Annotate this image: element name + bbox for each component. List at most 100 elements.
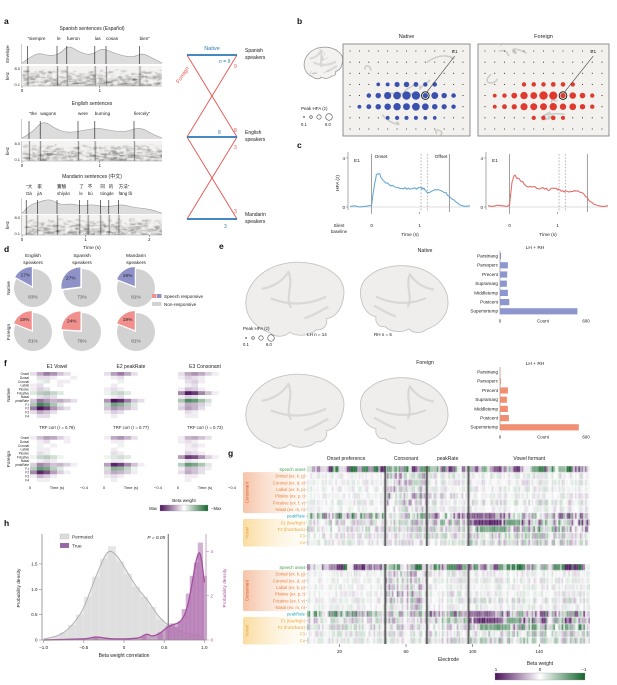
electrode-dot [402, 91, 411, 100]
e1-label: E1 [590, 49, 596, 55]
trf-cell [110, 478, 118, 483]
trf-cell [205, 383, 212, 388]
g-row-label: Speech onset [279, 467, 305, 472]
trf-cell [110, 462, 118, 467]
trf-cell [124, 375, 132, 380]
pie-slice-responsive [117, 267, 135, 287]
trf-cell [104, 398, 111, 403]
trf-cell [151, 436, 159, 440]
trf-xtick: 0 [103, 485, 106, 490]
trf-cell [104, 395, 111, 399]
trf-cell [205, 474, 212, 479]
electrode-dot-inactive [581, 72, 584, 74]
electrode-dot-inactive [533, 50, 535, 52]
trf-cell [57, 375, 64, 380]
g-row-label: Nasal (ex. m, n) [275, 605, 305, 610]
sulcus [486, 73, 499, 84]
electrode-dot [459, 309, 460, 310]
electrode-dot [279, 336, 281, 338]
electrode-dot [221, 324, 223, 326]
trf-cell [104, 391, 111, 396]
sulcus [381, 114, 400, 126]
trf-cell [218, 391, 226, 396]
trf-cell [191, 391, 199, 396]
electrode-dot [243, 417, 244, 418]
trf-cell [104, 447, 111, 452]
trf-cell [63, 466, 71, 471]
word-label: cosas [106, 36, 119, 41]
electrode-dot-inactive [494, 72, 496, 74]
legend-min: 0.1 [301, 122, 307, 127]
trf-cell [225, 414, 233, 419]
g [484, 44, 603, 130]
panel-g: Onset preference Consonant peakRate Vowel f… [243, 456, 587, 681]
word-label: “大 [26, 183, 33, 190]
trf-cell [205, 459, 212, 463]
legend-permuted: Permuted [72, 535, 93, 541]
electrode-dot [385, 115, 390, 120]
trf-corr: TRF corr (r = 0.78) [39, 425, 75, 430]
trf-cell [137, 459, 145, 463]
trf-cell [70, 375, 78, 380]
path [245, 261, 345, 337]
trf-cell [184, 470, 192, 475]
electrode-dot [492, 93, 497, 98]
trf-cell [218, 414, 226, 419]
trf-cell [63, 372, 71, 376]
trf-cell [198, 447, 206, 452]
electrode-dot [242, 415, 245, 418]
legend-size-dot [325, 113, 333, 121]
trf-cell [70, 410, 78, 415]
trf-cell [104, 466, 111, 471]
electrode-dot-inactive [572, 61, 574, 63]
trf-cell [77, 443, 85, 448]
trf-cell [104, 436, 111, 440]
electrode-dot [397, 339, 398, 340]
trf-row-label: Plosive [19, 451, 30, 455]
trf-cell [178, 455, 185, 460]
trf-cell [63, 398, 71, 403]
xtick: 0 [21, 237, 24, 242]
electrode-dot [375, 92, 382, 99]
bar-category: Middletemp [474, 290, 498, 295]
trf-cell [124, 398, 132, 403]
trf-cell [144, 391, 152, 396]
electrode-dot [347, 409, 349, 411]
colorbar-title: Beta weight [527, 661, 554, 667]
electrode-dot [539, 91, 548, 100]
trf-cell [104, 375, 111, 380]
trf-cell [178, 387, 185, 392]
trf-cell [137, 387, 145, 392]
bar [500, 308, 578, 315]
trf-cell [50, 391, 58, 396]
panel-b: Native E1 Foreign E1 Peak HFA (z) 0.1 6.0 [301, 34, 610, 137]
electrode-dot [579, 92, 586, 99]
trf-cell [198, 459, 206, 463]
trf-cell [110, 398, 118, 403]
pie-pct-responsive: 17% [21, 273, 31, 279]
electrode-dot [415, 374, 417, 376]
trf-cell [137, 474, 145, 479]
electrode-dot [376, 82, 381, 87]
sulcus [373, 305, 397, 318]
trf-cell [124, 383, 132, 388]
electrode-dot-inactive [377, 117, 379, 119]
group-label-vowel: Vowel [245, 527, 250, 539]
sulcus [409, 274, 435, 291]
trf-cell [178, 406, 185, 411]
trf-cell [43, 372, 51, 376]
electrode-dot-inactive [601, 128, 603, 130]
trf-cell [63, 379, 71, 384]
trf-cell [225, 470, 233, 475]
pie-col-title: Spanish [73, 253, 91, 259]
trf-cell [117, 410, 125, 415]
electrode-dot-inactive [415, 72, 417, 74]
trf-cell [218, 462, 226, 467]
trf-cell [178, 372, 185, 376]
trf-title: E2 peakRate [117, 364, 146, 370]
colorbar-tick: −1 [581, 667, 587, 672]
bar-xtick: 0 [499, 318, 502, 323]
trf-cell [191, 462, 199, 467]
trf-cell [178, 375, 185, 380]
trf-cell [30, 406, 37, 411]
